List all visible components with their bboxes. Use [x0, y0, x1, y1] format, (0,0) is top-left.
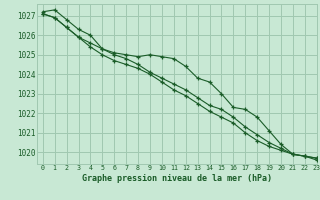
X-axis label: Graphe pression niveau de la mer (hPa): Graphe pression niveau de la mer (hPa) [82, 174, 272, 183]
